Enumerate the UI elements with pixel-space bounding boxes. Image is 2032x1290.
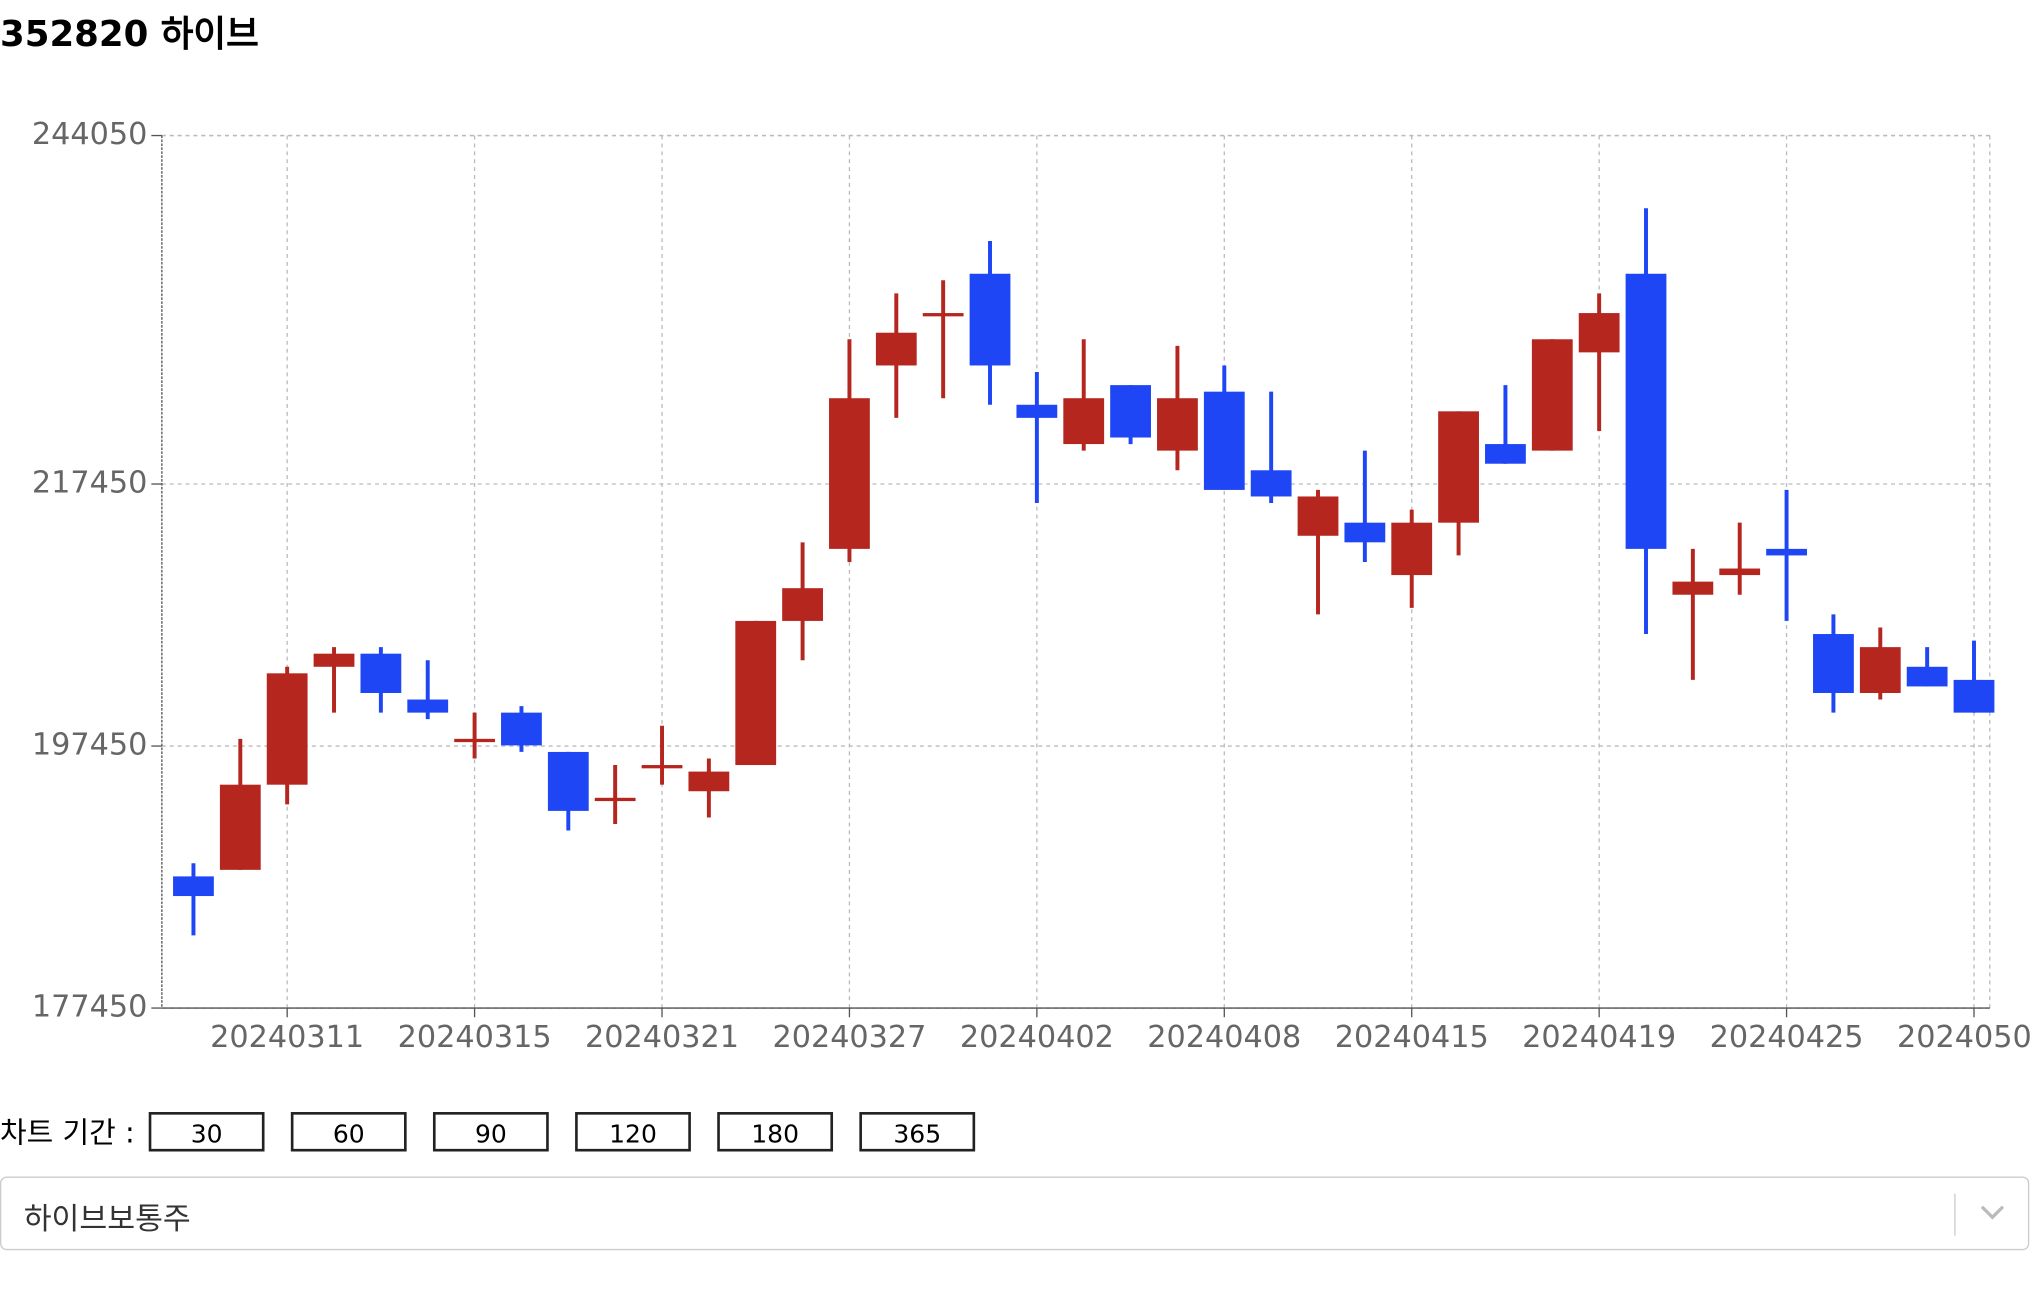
candle-body [829, 398, 870, 549]
x-tick-label: 20240402 [960, 1020, 1114, 1055]
period-button[interactable]: 30 [148, 1112, 265, 1152]
x-tick-label: 20240408 [1147, 1020, 1301, 1055]
candle-body [173, 876, 214, 897]
candle-body [1766, 548, 1807, 556]
candle-body [1625, 273, 1667, 549]
x-tick-label: 20240419 [1522, 1020, 1676, 1055]
chart-title: 352820 하이브 [0, 14, 259, 56]
candle-body [1110, 385, 1151, 438]
candle-body [360, 653, 402, 693]
x-tick-label: 20240321 [585, 1020, 739, 1055]
candle-body [922, 313, 964, 317]
candle-body [1672, 581, 1714, 595]
y-tick-label: 197450 [32, 728, 147, 763]
x-tick-label: 20240415 [1335, 1020, 1489, 1055]
candle-body [641, 765, 683, 769]
y-tick-label: 177450 [32, 990, 147, 1025]
candle-body [1250, 470, 1292, 497]
period-label: 차트 기간 : [0, 1117, 135, 1151]
candle-body [1391, 522, 1433, 576]
x-tick-label: 20240327 [772, 1020, 926, 1055]
candle-body [735, 620, 777, 766]
candle-body [1906, 666, 1948, 687]
candle-body [782, 588, 823, 621]
candle-body [1578, 313, 1620, 353]
period-button[interactable]: 120 [575, 1112, 691, 1152]
candle-body [1016, 404, 1058, 418]
select-chevron[interactable] [1979, 1203, 2005, 1221]
select-value: 하이브보통주 [23, 1202, 191, 1238]
select-separator [1954, 1193, 1956, 1236]
candle-body [1157, 398, 1198, 451]
candle-body [969, 273, 1011, 366]
y-tick-label: 244050 [32, 117, 147, 152]
candle-body [594, 797, 636, 802]
candle-body [1438, 411, 1479, 523]
y-tick-label: 217450 [32, 466, 147, 501]
x-tick-label: 20240311 [210, 1020, 364, 1055]
candle-body [875, 332, 917, 366]
candle-body [547, 751, 589, 811]
candle-body [688, 771, 730, 792]
candle-body [1953, 679, 1995, 713]
candle-body [1063, 398, 1105, 445]
candle-body [1203, 391, 1245, 490]
candle-body [1859, 647, 1901, 693]
chart: 177450 197450 217450 244050 20240311 20240315… [32, 117, 2032, 1055]
candle-body [1531, 339, 1573, 451]
period-button[interactable]: 90 [432, 1112, 549, 1152]
candle-body [219, 784, 261, 870]
stock-select[interactable]: 하이브보통주 [0, 1176, 2030, 1251]
x-tick-label: 20240425 [1710, 1020, 1864, 1055]
x-tick-label: 20240315 [398, 1020, 552, 1055]
candle-body [266, 673, 308, 785]
candle-body [501, 712, 542, 746]
candle-body [1297, 496, 1339, 536]
candle-body [454, 738, 495, 743]
candle-body [1813, 634, 1854, 693]
candle-body [1344, 522, 1386, 543]
period-button[interactable]: 365 [859, 1112, 976, 1152]
candle-body [1719, 568, 1761, 576]
period-button[interactable]: 180 [717, 1112, 834, 1152]
candle-body [1485, 444, 1526, 464]
candle-body [407, 699, 449, 713]
x-tick-label: 20240502 [1897, 1020, 2032, 1055]
candle-body [313, 653, 355, 667]
period-button[interactable]: 60 [290, 1112, 407, 1152]
